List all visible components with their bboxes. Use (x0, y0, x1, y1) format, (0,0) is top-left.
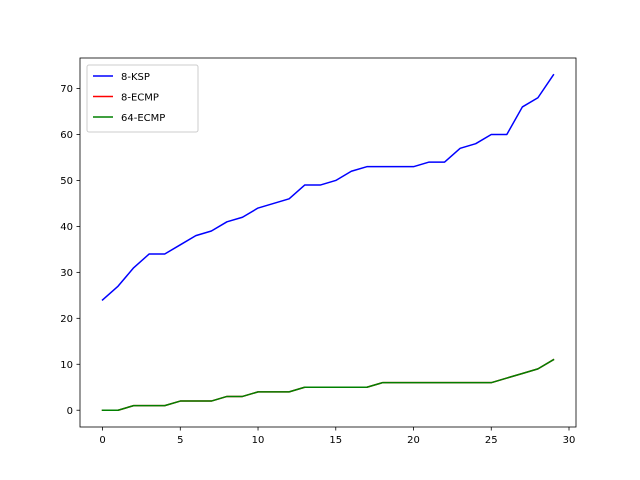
y-tick-label: 20 (60, 314, 73, 325)
x-tick-label: 30 (563, 435, 576, 446)
legend-label: 8-ECMP (121, 93, 159, 104)
y-tick-label: 10 (60, 360, 73, 371)
axes-layer: 0 5 10 15 20 25 30 0 10 20 30 40 50 60 70 (60, 57, 577, 446)
x-tick-label: 0 (99, 435, 105, 446)
y-tick-label: 30 (60, 268, 73, 279)
series-line-8-ksp (101, 73, 555, 301)
x-tick-label: 10 (252, 435, 265, 446)
series-layer (101, 73, 555, 411)
x-tick-label: 20 (407, 435, 420, 446)
x-tick-label: 5 (177, 435, 183, 446)
x-tick-label: 15 (329, 435, 342, 446)
legend: 8-KSP 8-ECMP 64-ECMP (86, 64, 199, 133)
y-tick-label: 60 (60, 130, 73, 141)
y-tick-label: 0 (67, 406, 73, 417)
legend-label: 64-ECMP (121, 113, 165, 124)
y-tick-label: 50 (60, 176, 73, 187)
y-tick-label: 70 (60, 84, 73, 95)
axes-frame (79, 57, 577, 428)
y-tick-label: 40 (60, 222, 73, 233)
series-line-64-ecmp (101, 358, 555, 411)
x-tick-label: 25 (485, 435, 498, 446)
legend-label: 8-KSP (121, 72, 150, 83)
legend-box (86, 64, 199, 133)
